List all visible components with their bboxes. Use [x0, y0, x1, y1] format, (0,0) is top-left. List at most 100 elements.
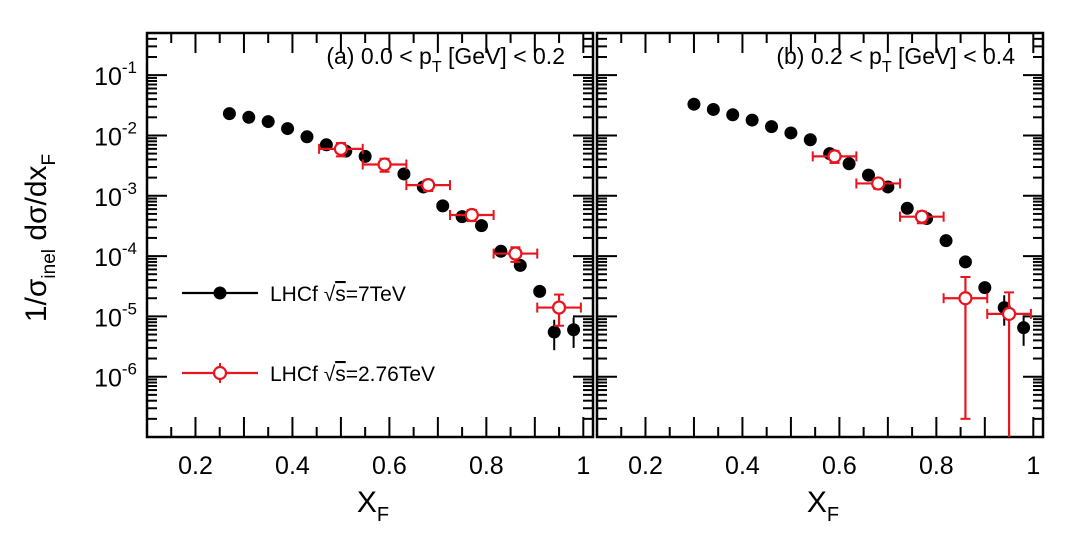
legend-label-prefix: LHCf [270, 363, 324, 386]
legend-sqrt-symbol: √ [324, 283, 336, 306]
data-point [939, 234, 953, 248]
y-tick-label: 10-6 [94, 360, 137, 393]
plot-frame [595, 31, 1045, 439]
panel-title-prefix: (a) 0.0 < p [326, 43, 431, 69]
data-point [333, 141, 349, 156]
x-axis-title-sub: F [377, 504, 389, 526]
y-tick-label: 10-1 [94, 58, 137, 91]
series-sqrt-s-2p76tev [811, 149, 1032, 437]
data-point [784, 126, 798, 140]
y-tick-label-exp: -6 [122, 360, 137, 379]
data-point [687, 97, 701, 111]
data-point [436, 199, 450, 213]
y-tick-label: 10-3 [94, 179, 137, 212]
data-point [551, 300, 567, 315]
y-tick-label-exp: -2 [122, 118, 137, 137]
data-point [978, 281, 992, 295]
data-point [871, 176, 886, 191]
x-tick-label: 0.4 [275, 452, 310, 480]
legend-label: LHCf √s=2.76TeV [270, 363, 435, 386]
legend-label-sqrt: s [335, 283, 346, 306]
data-point [281, 122, 295, 136]
legend-label: LHCf √s=7TeV [270, 283, 406, 306]
y-tick-label-exp: -4 [122, 239, 137, 258]
data-point [222, 107, 236, 121]
x-tick-label: 0.6 [372, 452, 407, 480]
x-axis-title-main: X [807, 486, 827, 519]
legend-label-suffix: =7TeV [346, 283, 406, 306]
panel-b: 0.2 0.4 0.6 0.8 1 (b) 0.2 < pT [GeV] < 0.4 XF [595, 31, 1045, 526]
data-point [706, 102, 720, 116]
data-point [421, 178, 436, 193]
data-point [494, 244, 508, 258]
y-tick-label: 10-2 [94, 118, 137, 151]
x-tick-label: 1 [1026, 452, 1040, 480]
data-point [300, 130, 314, 144]
y-axis-title-rest: dσ/dx [20, 165, 53, 249]
y-tick-label-base: 10 [94, 63, 122, 91]
data-point [464, 207, 479, 223]
data-point [958, 255, 972, 269]
x-axis-title: XF [807, 486, 839, 526]
y-axis-title: 1/σinel dσ/dxF [20, 154, 60, 322]
x-axis-title: XF [357, 486, 389, 526]
x-tick-label: 1 [576, 452, 590, 480]
data-point [958, 291, 973, 306]
y-axis-title-main: 1/σ [20, 278, 53, 322]
data-point [533, 284, 547, 298]
data-point [726, 108, 740, 122]
x-tick-label: 0.6 [822, 452, 857, 480]
data-point [547, 325, 561, 339]
y-axis-title-sub2: F [39, 154, 60, 166]
data-point [914, 209, 929, 224]
data-point [745, 113, 759, 127]
y-tick-label: 10-4 [94, 239, 137, 272]
y-tick-label-base: 10 [94, 365, 122, 393]
x-axis-title-sub: F [827, 504, 839, 526]
panel-title: (b) 0.2 < pT [GeV] < 0.4 [776, 43, 1015, 76]
x-tick-label: 0.4 [725, 452, 760, 480]
x-tick-label: 0.2 [628, 452, 663, 480]
plot-frame [145, 31, 595, 439]
data-point [1017, 321, 1031, 335]
data-point [827, 149, 842, 164]
panel-title-suffix: [GeV] < 0.2 [442, 43, 565, 69]
data-point [242, 110, 256, 124]
x-tick-label: 0.2 [178, 452, 213, 480]
series-sqrt-s-2p76tev [318, 141, 582, 327]
data-point [358, 149, 372, 163]
y-axis-title-text: 1/σinel dσ/dxF [20, 154, 60, 322]
data-point [508, 246, 523, 261]
x-axis-title-main: X [357, 486, 377, 519]
data-point [397, 167, 411, 181]
panel-title-sub: T [432, 59, 442, 76]
legend-label-sqrt: s [335, 363, 346, 386]
legend-label-suffix: =2.76TeV [346, 363, 435, 386]
data-point [1001, 306, 1017, 321]
series-sqrt-s-7tev [222, 107, 581, 351]
data-point [803, 133, 817, 147]
panel-title-sub: T [882, 59, 892, 76]
data-point [900, 201, 914, 215]
legend-label-prefix: LHCf [270, 283, 324, 306]
data-point [377, 157, 392, 172]
y-tick-label-base: 10 [94, 304, 122, 332]
y-tick-label-exp: -3 [122, 179, 137, 198]
data-point [567, 323, 581, 337]
y-axis-title-sub: inel [39, 249, 60, 279]
panel-title: (a) 0.0 < pT [GeV] < 0.2 [326, 43, 565, 76]
data-point [261, 115, 275, 129]
x-tick-label: 0.8 [469, 452, 504, 480]
y-tick-label-base: 10 [94, 244, 122, 272]
y-tick-label-exp: -1 [122, 58, 137, 77]
data-point [861, 168, 875, 182]
legend-sqrt-symbol: √ [324, 363, 336, 386]
panel-title-suffix: [GeV] < 0.4 [892, 43, 1016, 69]
legend-marker [212, 365, 228, 381]
legend-marker [213, 286, 227, 300]
data-point [765, 120, 779, 134]
series-sqrt-s-7tev [687, 97, 1031, 346]
panel-a: 0.2 0.4 0.6 0.8 110-610-510-410-310-210-1 (a)… [94, 31, 595, 526]
